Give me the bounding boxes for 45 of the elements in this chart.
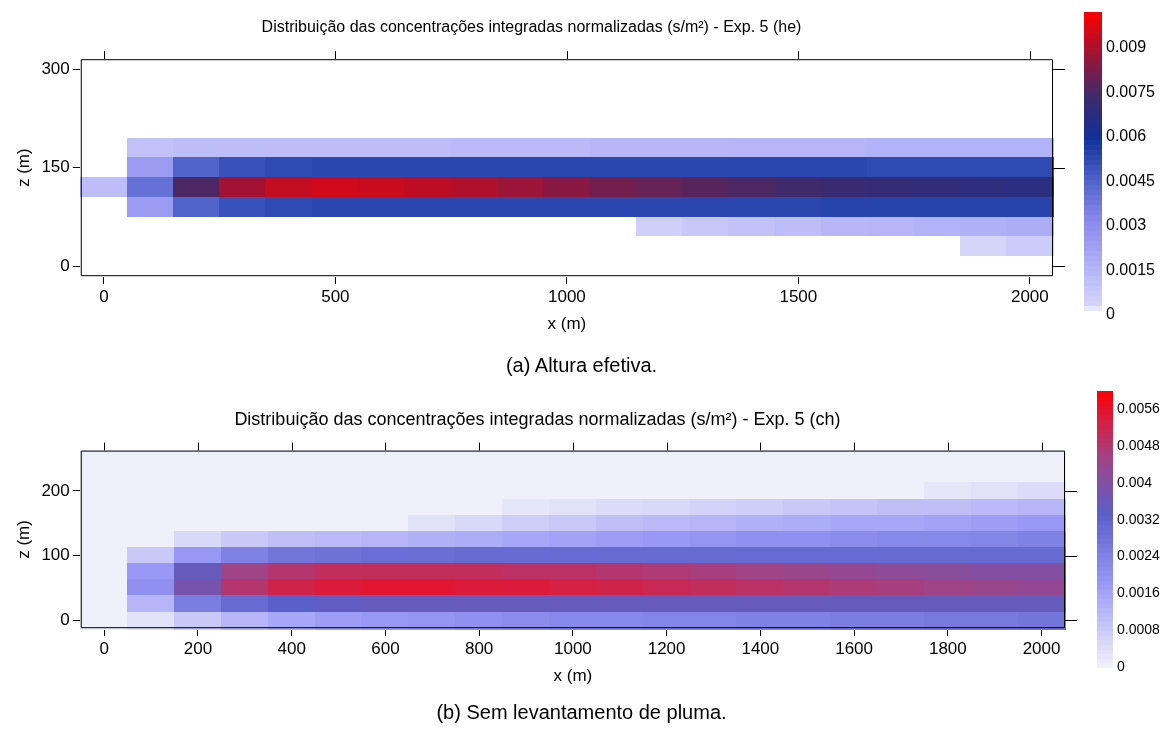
y-tick-label: 0	[60, 609, 70, 629]
color-bar-label: 0.0056	[1117, 400, 1161, 417]
y-tick-label: 150	[41, 157, 70, 177]
x-tick-label: 0	[99, 287, 109, 307]
color-bar-label: 0	[1106, 305, 1115, 323]
x-tick-label: 1000	[547, 287, 586, 307]
color-bar-label: 0	[1117, 657, 1125, 674]
color-bar-label: 0.0016	[1117, 584, 1161, 601]
text: (a) Altura efetiva.	[504, 353, 659, 378]
color-bar-label: 0.0008	[1117, 621, 1161, 638]
x-tick-label: 200	[183, 639, 213, 659]
x-tick-label: 1600	[835, 639, 874, 659]
x-tick-label: 800	[464, 639, 494, 659]
x-tick-label: 1200	[647, 639, 686, 659]
y-tick-label: 0	[60, 256, 70, 276]
color-bar-label: 0.003	[1106, 216, 1147, 234]
x-tick-label: 400	[277, 639, 306, 659]
x-tick-label: 500	[321, 287, 350, 307]
x-tick-label: 1400	[741, 639, 780, 659]
x-tick-label: 1500	[779, 287, 818, 307]
color-bar-label: 0.0045	[1106, 171, 1156, 189]
color-bar-label: 0.0048	[1117, 437, 1161, 454]
x-axis-title: x (m)	[553, 666, 593, 686]
y-axis-title: z (m)	[13, 148, 33, 188]
color-bar-label: 0.004	[1117, 473, 1153, 490]
x-tick-label: 2000	[1022, 639, 1061, 659]
color-bar-label: 0.0075	[1106, 82, 1156, 100]
color-bar-label: 0.0015	[1106, 260, 1156, 278]
x-tick-label: 2000	[1010, 287, 1049, 307]
y-axis-title: z (m)	[13, 520, 33, 559]
x-tick-label: 1000	[553, 639, 592, 659]
y-tick-label: 200	[41, 480, 70, 500]
x-axis-title: x (m)	[547, 314, 587, 334]
chart-title: Distribuição das concentrações integradas normalizadas (s/m²) - Exp. 5 (he)	[261, 18, 802, 36]
x-tick-label: 0	[99, 639, 109, 659]
color-bar-label: 0.0032	[1117, 510, 1161, 527]
chart-title: Distribuição das concentrações integradas normalizadas (s/m²) - Exp. 5 (ch)	[234, 408, 841, 429]
x-tick-label: 600	[371, 639, 400, 659]
text: (b) Sem levantamento de pluma.	[435, 700, 728, 725]
x-tick-label: 1800	[928, 639, 967, 659]
y-tick-label: 300	[41, 58, 70, 78]
color-bar-label: 0.0024	[1117, 547, 1161, 564]
color-bar-label: 0.006	[1106, 127, 1147, 145]
color-bar-label: 0.009	[1106, 38, 1147, 56]
y-tick-label: 100	[41, 545, 70, 565]
